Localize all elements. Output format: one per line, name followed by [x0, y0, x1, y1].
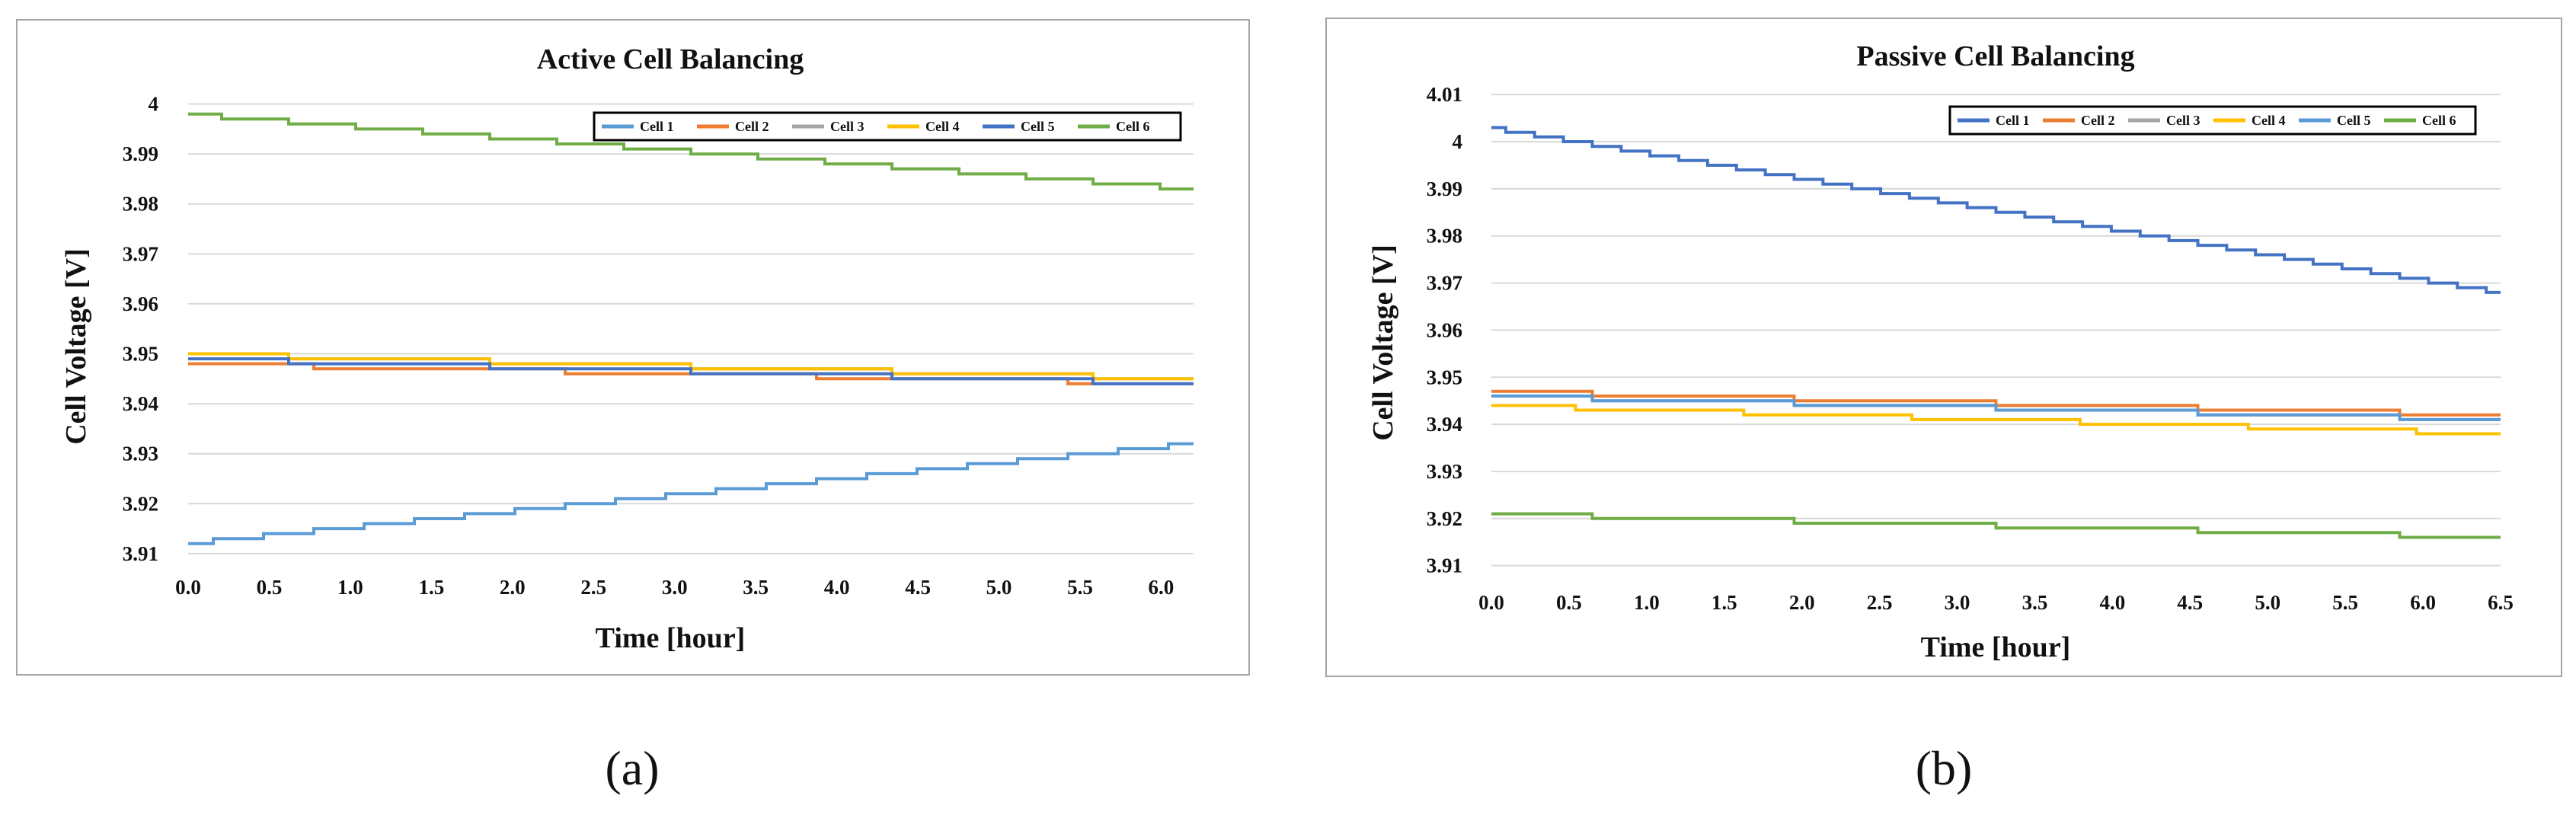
legend-label: Cell 5 — [1021, 119, 1055, 134]
x-tick-label: 1.5 — [418, 576, 444, 599]
y-tick-label: 3.91 — [123, 542, 158, 565]
y-tick-label: 3.99 — [123, 142, 158, 165]
legend-label: Cell 2 — [2081, 113, 2115, 128]
x-tick-label: 5.0 — [2255, 591, 2280, 614]
y-tick-label: 3.97 — [123, 242, 158, 265]
x-tick-label: 0.0 — [175, 576, 201, 599]
series-line-cell-6 — [188, 112, 1194, 191]
x-tick-label: 4.0 — [2100, 591, 2126, 614]
x-tick-label: 0.5 — [257, 576, 283, 599]
legend-label: Cell 3 — [2166, 113, 2200, 128]
x-tick-label: 3.5 — [743, 576, 769, 599]
legend-label: Cell 2 — [735, 119, 769, 134]
x-tick-label: 5.5 — [1067, 576, 1093, 599]
legend: Cell 1 Cell 2 Cell 3 Cell 4 Cell 5 Cell 6 — [1948, 105, 2477, 136]
y-tick-label: 3.99 — [1427, 177, 1462, 200]
x-tick-label: 2.0 — [1789, 591, 1815, 614]
y-tick-label: 3.91 — [1427, 554, 1462, 577]
x-tick-label: 4.5 — [2177, 591, 2203, 614]
x-tick-label: 3.5 — [2022, 591, 2048, 614]
y-tick-label: 3.92 — [123, 492, 158, 515]
y-ticks: 3.91 3.92 3.93 3.94 3.95 3.96 3.97 3.98 3.99 4 — [123, 93, 158, 565]
y-tick-label: 4 — [149, 93, 159, 116]
chart-panel-passive: Passive Cell Balancing Cell Voltage [V] … — [1325, 18, 2562, 677]
y-tick-label: 3.94 — [1427, 413, 1462, 436]
x-tick-label: 2.5 — [580, 576, 606, 599]
chart-title: Active Cell Balancing — [537, 43, 804, 75]
y-tick-label: 3.98 — [123, 193, 158, 216]
series-line-cell-1 — [1491, 126, 2501, 294]
legend-label: Cell 4 — [2252, 113, 2286, 128]
x-tick-label: 4.5 — [905, 576, 931, 599]
y-axis-label: Cell Voltage [V] — [60, 248, 92, 445]
x-tick-label: 3.0 — [662, 576, 688, 599]
x-axis-label: Time [hour] — [596, 622, 746, 654]
y-tick-label: 3.95 — [1427, 366, 1462, 388]
series-lines — [188, 112, 1194, 545]
y-tick-label: 3.95 — [123, 343, 158, 366]
y-tick-label: 3.94 — [123, 392, 158, 415]
y-tick-label: 4 — [1453, 130, 1463, 153]
x-tick-label: 6.0 — [2410, 591, 2436, 614]
series-line-cell-1 — [188, 442, 1194, 545]
x-tick-label: 1.5 — [1711, 591, 1737, 614]
y-tick-label: 4.01 — [1427, 83, 1462, 106]
y-axis-label: Cell Voltage [V] — [1367, 244, 1399, 441]
x-tick-label: 1.0 — [1634, 591, 1660, 614]
panel-label-b: (b) — [1916, 741, 1973, 795]
x-tick-label: 5.5 — [2332, 591, 2358, 614]
y-tick-label: 3.93 — [1427, 460, 1462, 483]
x-tick-label: 2.0 — [500, 576, 526, 599]
grid — [1491, 94, 2501, 567]
series-line-cell-4 — [1491, 404, 2501, 436]
chart-title: Passive Cell Balancing — [1856, 40, 2134, 72]
legend-label: Cell 1 — [640, 119, 674, 134]
x-tick-label: 0.0 — [1478, 591, 1504, 614]
series-line-cell-6 — [1491, 512, 2501, 539]
x-ticks: 0.0 0.5 1.0 1.5 2.0 2.5 3.0 3.5 4.0 4.5 5.0 5.5 6.0 6… — [1478, 591, 2514, 614]
series-lines — [1491, 126, 2501, 539]
y-tick-label: 3.98 — [1427, 225, 1462, 248]
panel-label-a: (a) — [605, 741, 659, 795]
y-tick-label: 3.92 — [1427, 507, 1462, 530]
x-axis-label: Time [hour] — [1921, 631, 2071, 663]
legend: Cell 1 Cell 2 Cell 3 Cell 4 Cell 5 Cell 6 — [593, 111, 1182, 142]
legend-label: Cell 4 — [925, 119, 960, 134]
x-tick-label: 0.5 — [1556, 591, 1582, 614]
legend-label: Cell 6 — [2422, 113, 2456, 128]
legend-label: Cell 3 — [830, 119, 865, 134]
x-tick-label: 3.0 — [1945, 591, 1970, 614]
x-tick-label: 1.0 — [337, 576, 363, 599]
chart-panel-active: Active Cell Balancing Cell Voltage [V] T… — [16, 19, 1250, 676]
y-tick-label: 3.96 — [123, 292, 158, 315]
x-tick-label: 4.0 — [824, 576, 850, 599]
legend-label: Cell 1 — [1996, 113, 2030, 128]
x-ticks: 0.0 0.5 1.0 1.5 2.0 2.5 3.0 3.5 4.0 4.5 5.0 5.5 6.0 — [175, 576, 1174, 599]
legend-label: Cell 6 — [1116, 119, 1150, 134]
series-line-cell-5 — [188, 357, 1194, 385]
x-tick-label: 6.0 — [1149, 576, 1175, 599]
series-line-cell-5 — [1491, 395, 2501, 421]
y-tick-label: 3.96 — [1427, 318, 1462, 341]
legend-label: Cell 5 — [2337, 113, 2371, 128]
x-tick-label: 5.0 — [986, 576, 1012, 599]
y-tick-label: 3.97 — [1427, 272, 1462, 295]
y-ticks: 3.91 3.92 3.93 3.94 3.95 3.96 3.97 3.98 3.99 4 4.0… — [1427, 83, 1462, 577]
x-tick-label: 6.5 — [2488, 591, 2514, 614]
x-tick-label: 2.5 — [1867, 591, 1893, 614]
y-tick-label: 3.93 — [123, 443, 158, 465]
